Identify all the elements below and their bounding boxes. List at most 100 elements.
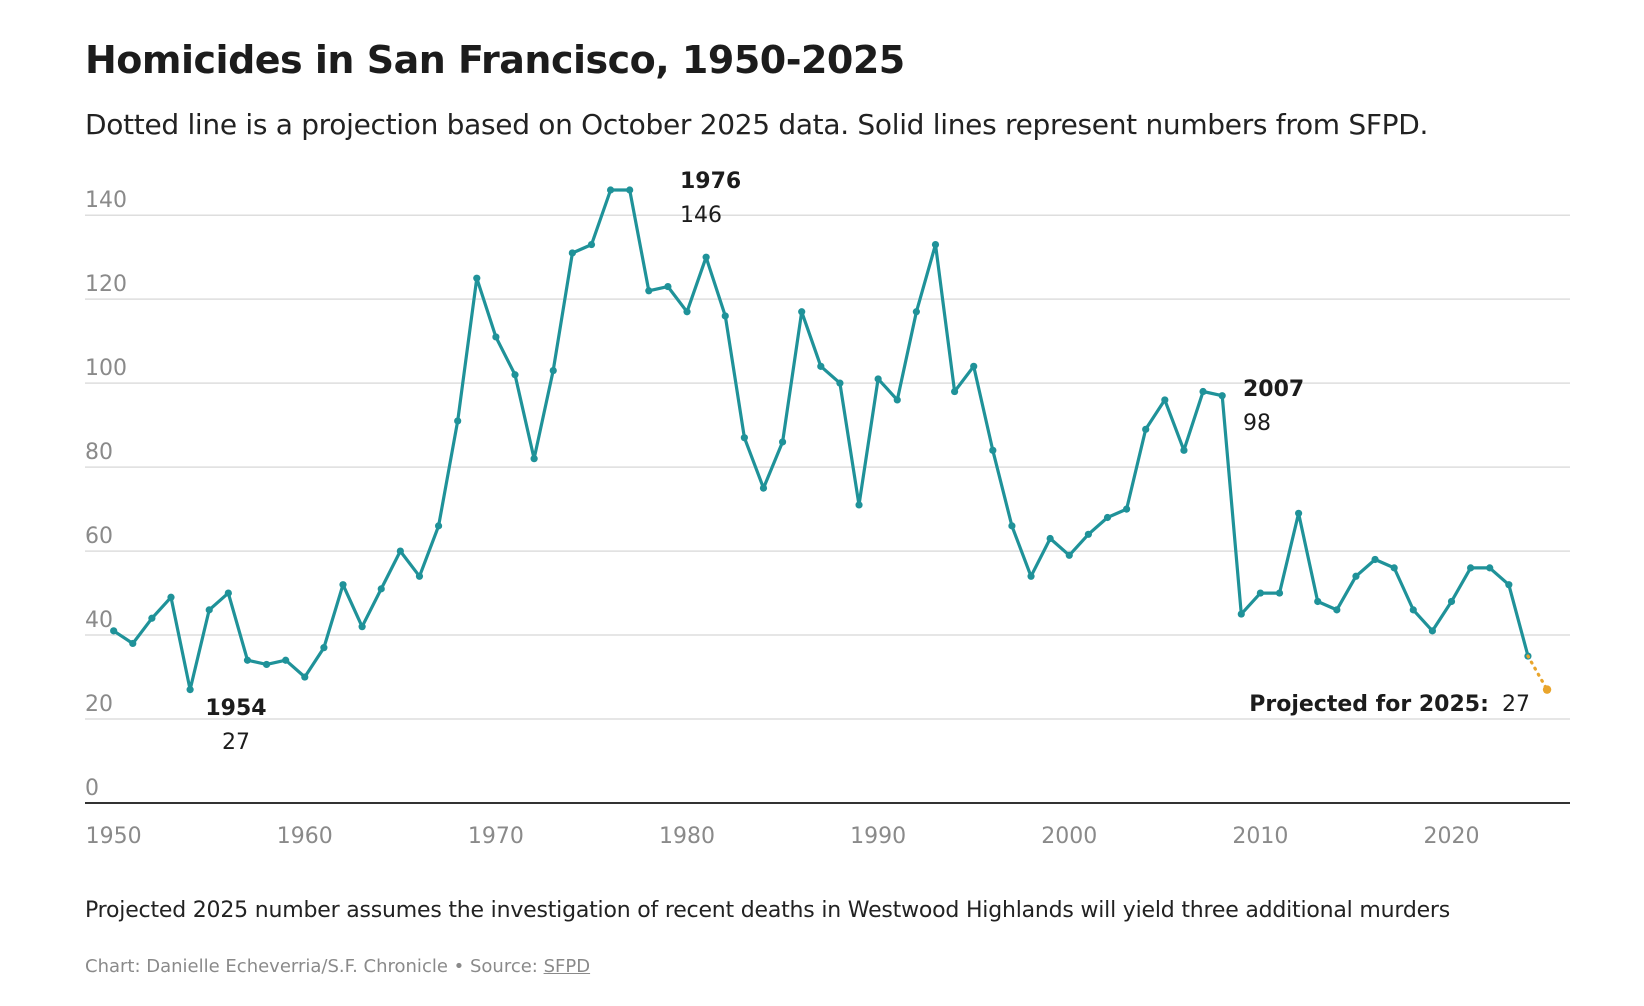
data-point-2013 — [1314, 597, 1322, 606]
data-point-2012 — [1295, 509, 1303, 517]
data-point-1986 — [798, 308, 806, 316]
data-point-1970 — [492, 333, 500, 341]
data-point-2000 — [1065, 551, 1073, 559]
data-point-1979 — [664, 282, 672, 291]
annotation-1954-value: 27 — [222, 730, 250, 755]
data-point-1974 — [568, 249, 576, 257]
data-point-1983 — [740, 434, 748, 442]
data-point-1956 — [224, 589, 232, 597]
data-point-1999 — [1046, 534, 1054, 543]
data-point-1960 — [301, 673, 309, 681]
projection-line — [1526, 654, 1549, 692]
data-point-2011 — [1275, 589, 1284, 597]
x-tick-label-1950: 1950 — [86, 824, 142, 849]
data-point-1961 — [320, 644, 328, 652]
data-point-2023 — [1505, 581, 1513, 589]
data-point-1951 — [129, 639, 137, 648]
data-point-1991 — [893, 396, 901, 404]
credit-line: Chart: Danielle Echeverria/S.F. Chronicl… — [85, 956, 590, 977]
data-point-2014 — [1333, 606, 1341, 614]
data-point-1985 — [778, 438, 787, 446]
x-axis-ticks: 1950 1960 1970 1980 1990 2000 2010 2020 — [86, 824, 1480, 849]
data-point-2001 — [1084, 530, 1092, 538]
data-point-1989 — [855, 501, 863, 509]
data-point-2021 — [1467, 564, 1475, 572]
y-tick-label-40: 40 — [85, 608, 113, 633]
data-point-1968 — [454, 417, 462, 425]
annotation-projection: Projected for 2025: 27 — [1249, 692, 1530, 717]
data-point-1965 — [396, 547, 404, 555]
data-point-1964 — [377, 585, 385, 593]
data-point-1980 — [683, 308, 691, 316]
data-point-1957 — [243, 656, 252, 664]
annotation-projection-value: 27 — [1502, 692, 1530, 717]
annotations: 1976 146 2007 98 1954 27 Projected for 2… — [205, 169, 1530, 755]
y-tick-label-60: 60 — [85, 524, 113, 549]
data-point-1995 — [970, 362, 978, 370]
data-point-2005 — [1161, 396, 1169, 404]
source-link[interactable]: SFPD — [543, 956, 591, 977]
data-point-1976 — [606, 186, 615, 194]
y-tick-label-100: 100 — [85, 356, 127, 381]
data-point-1987 — [817, 362, 825, 370]
data-point-1998 — [1027, 572, 1035, 580]
x-tick-label-1980: 1980 — [659, 824, 715, 849]
data-point-1988 — [836, 379, 844, 387]
data-point-1969 — [473, 274, 481, 282]
data-point-1977 — [626, 186, 634, 194]
data-point-1959 — [282, 656, 290, 664]
y-tick-label-0: 0 — [85, 776, 99, 801]
data-point-2019 — [1428, 627, 1436, 635]
gridlines — [85, 214, 1570, 720]
y-tick-label-140: 140 — [85, 188, 127, 213]
annotation-1954-year: 1954 — [205, 696, 266, 721]
data-point-2022 — [1486, 564, 1494, 572]
data-point-2004 — [1142, 425, 1150, 433]
data-point-2010 — [1256, 589, 1264, 597]
data-point-2003 — [1123, 505, 1131, 513]
data-point-2009 — [1237, 610, 1245, 618]
annotation-2007-value: 98 — [1243, 411, 1271, 436]
data-point-1973 — [549, 366, 557, 375]
chart-title: Homicides in San Francisco, 1950-2025 — [85, 38, 905, 82]
annotation-2007-year: 2007 — [1243, 377, 1304, 402]
data-point-2018 — [1409, 606, 1417, 614]
data-point-1971 — [511, 371, 519, 379]
x-tick-label-1970: 1970 — [468, 824, 524, 849]
y-axis-ticks: 0 20 40 60 80 100 120 140 — [85, 188, 127, 801]
data-point-2006 — [1180, 446, 1188, 454]
projection-point-2025 — [1542, 685, 1552, 694]
data-point-2017 — [1390, 564, 1398, 572]
data-point-2002 — [1103, 513, 1112, 522]
data-point-1992 — [912, 308, 920, 316]
series-layer — [110, 186, 1552, 694]
series-line-sfpd — [112, 188, 1530, 692]
data-point-1953 — [167, 593, 175, 601]
data-point-1972 — [530, 455, 538, 463]
credit-text: Chart: Danielle Echeverria/S.F. Chronicl… — [85, 956, 544, 977]
data-point-1978 — [645, 287, 653, 295]
x-tick-label-1960: 1960 — [277, 824, 333, 849]
data-point-1996 — [989, 446, 997, 454]
annotation-1976-value: 146 — [680, 203, 722, 228]
data-point-1952 — [148, 614, 156, 622]
data-point-1954 — [186, 686, 194, 694]
data-point-2008 — [1218, 392, 1226, 400]
data-point-2015 — [1352, 572, 1360, 580]
data-point-1997 — [1008, 522, 1016, 530]
data-point-1975 — [587, 240, 596, 249]
x-tick-label-2020: 2020 — [1424, 824, 1480, 849]
y-tick-label-80: 80 — [85, 440, 113, 465]
data-point-1955 — [205, 606, 213, 614]
data-point-1950 — [110, 627, 118, 635]
data-point-1984 — [759, 484, 768, 492]
annotation-1976-year: 1976 — [680, 169, 741, 194]
annotation-projection-label: Projected for 2025: — [1249, 692, 1489, 717]
data-point-1966 — [415, 572, 424, 580]
x-tick-label-2010: 2010 — [1232, 824, 1288, 849]
data-point-1981 — [702, 253, 710, 261]
data-point-1993 — [931, 240, 940, 249]
data-point-2007 — [1199, 387, 1207, 396]
y-tick-label-120: 120 — [85, 272, 127, 297]
data-point-1962 — [339, 581, 347, 589]
